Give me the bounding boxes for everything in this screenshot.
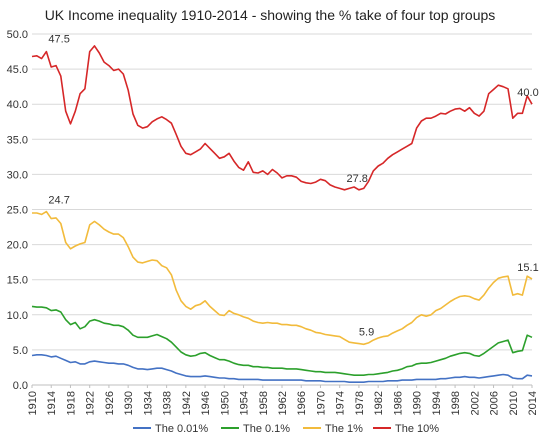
legend: The 0.01% The 0.1% The 1% The 10% xyxy=(133,423,439,435)
annotation-label: 40.0 xyxy=(517,87,538,99)
x-tick-label: 1958 xyxy=(258,391,270,415)
x-tick-label: 1930 xyxy=(123,391,135,415)
chart-title: UK Income inequality 1910-2014 - showing… xyxy=(45,7,496,23)
data-annotations: 47.5 24.7 27.8 5.9 40.0 15.1 xyxy=(48,34,538,339)
y-tick-label: 20.0 xyxy=(7,240,28,252)
axes: 0.0 5.0 10.0 15.0 20.0 25.0 30.0 35.0 40.0 45.0 50… xyxy=(7,29,539,415)
x-tick-label: 1974 xyxy=(335,391,347,415)
series-line-1 xyxy=(31,305,533,377)
y-tick-label: 25.0 xyxy=(7,205,28,217)
x-tick-label: 1918 xyxy=(65,391,77,415)
x-tick-label: 1962 xyxy=(277,391,289,415)
x-tick-label: 1910 xyxy=(27,391,39,415)
x-tick-label: 1970 xyxy=(315,391,327,415)
series-line-2 xyxy=(32,210,533,346)
x-tick-label: 1938 xyxy=(162,391,174,415)
annotation-label: 27.8 xyxy=(347,173,368,185)
x-tick-label: 1982 xyxy=(373,391,385,415)
series-lines xyxy=(31,45,533,384)
gridlines xyxy=(32,33,532,386)
x-tick-label: 2002 xyxy=(469,391,481,415)
annotation-label: 5.9 xyxy=(359,327,374,339)
y-tick-label: 45.0 xyxy=(7,64,28,76)
legend-label-2: The 1% xyxy=(325,423,363,435)
x-tick-label: 1966 xyxy=(296,391,308,415)
y-tick-label: 35.0 xyxy=(7,134,28,146)
x-tick-label: 1994 xyxy=(431,391,443,415)
series-line-3 xyxy=(31,45,533,191)
x-tick-label: 1946 xyxy=(200,391,212,415)
y-tick-label: 30.0 xyxy=(7,169,28,181)
x-tick-label: 2010 xyxy=(508,391,520,415)
y-tick-label: 40.0 xyxy=(7,99,28,111)
legend-label-1: The 0.1% xyxy=(243,423,290,435)
annotation-label: 47.5 xyxy=(48,34,69,46)
y-tick-label: 15.0 xyxy=(7,275,28,287)
legend-label-3: The 10% xyxy=(395,423,439,435)
legend-label-0: The 0.01% xyxy=(155,423,208,435)
annotation-label: 24.7 xyxy=(48,195,69,207)
x-tick-label: 1942 xyxy=(181,391,193,415)
y-tick-label: 0.0 xyxy=(13,380,28,392)
y-tick-label: 10.0 xyxy=(7,310,28,322)
x-tick-label: 1950 xyxy=(219,391,231,415)
annotation-label: 15.1 xyxy=(517,262,538,274)
x-tick-label: 1986 xyxy=(392,391,404,415)
x-tick-label: 1934 xyxy=(142,391,154,415)
x-tick-label: 1978 xyxy=(354,391,366,415)
x-tick-label: 2006 xyxy=(489,391,501,415)
x-tick-label: 1922 xyxy=(85,391,97,415)
x-tick-label: 1926 xyxy=(104,391,116,415)
y-tick-label: 50.0 xyxy=(7,29,28,41)
x-tick-label: 2014 xyxy=(527,391,539,415)
x-tick-label: 1998 xyxy=(450,391,462,415)
x-tick-label: 1954 xyxy=(239,391,251,415)
x-tick-label: 1914 xyxy=(46,391,58,415)
x-tick-label: 1990 xyxy=(412,391,424,415)
y-tick-label: 5.0 xyxy=(13,345,28,357)
series-line-0 xyxy=(31,353,533,384)
